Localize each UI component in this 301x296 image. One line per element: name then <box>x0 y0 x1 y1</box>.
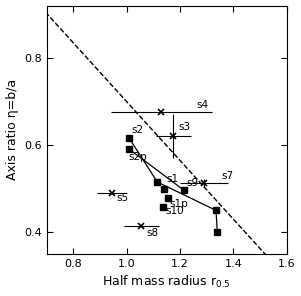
X-axis label: Half mass radius r$_{0.5}$: Half mass radius r$_{0.5}$ <box>102 274 231 290</box>
Text: s7: s7 <box>221 171 234 181</box>
Text: s10: s10 <box>165 206 184 215</box>
Text: s8: s8 <box>146 228 158 238</box>
Text: s3: s3 <box>179 122 191 132</box>
Text: s2: s2 <box>132 125 144 135</box>
Text: s1: s1 <box>166 174 178 184</box>
Y-axis label: Axis ratio η=b/a: Axis ratio η=b/a <box>5 79 19 180</box>
Text: s2p: s2p <box>128 152 147 162</box>
Text: s4: s4 <box>196 100 208 110</box>
Text: s9: s9 <box>187 178 199 188</box>
Text: s5: s5 <box>117 192 129 202</box>
Text: s1p: s1p <box>169 199 188 209</box>
